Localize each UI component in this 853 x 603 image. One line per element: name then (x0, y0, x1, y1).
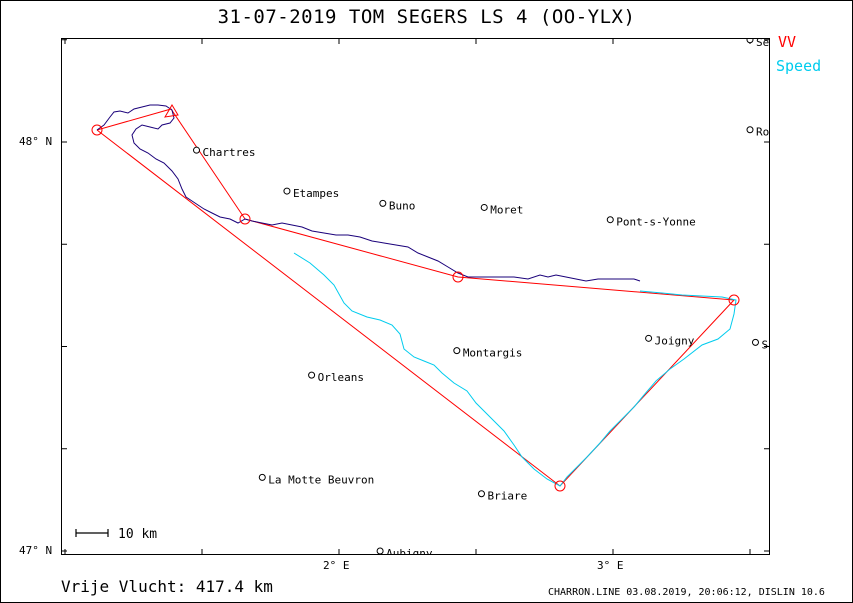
town-marker (193, 146, 201, 154)
legend-vv: VV (778, 33, 797, 51)
scale-label: 10 km (118, 527, 157, 542)
town-label: Orleans (318, 371, 364, 384)
lat-label-47: 47° N (19, 544, 53, 557)
lat-label-48: 48° N (19, 135, 53, 148)
town-label: La Motte Beuvron (268, 473, 374, 486)
lon-label-2: 2° E (323, 559, 350, 572)
distance-label: Vrije Vlucht: 417.4 km (61, 577, 273, 596)
town-marker (477, 490, 485, 498)
turnpoint-4 (554, 480, 566, 492)
town-marker (746, 126, 754, 134)
town-label: Moret (490, 203, 523, 216)
town-marker (258, 473, 266, 481)
flight-track (96, 104, 641, 282)
meta-label: CHARRON.LINE 03.08.2019, 20:06:12, DISLI… (548, 587, 825, 598)
town-label: Joigny (655, 334, 695, 347)
town-marker (746, 39, 754, 44)
town-marker (376, 547, 384, 554)
town-marker (453, 347, 461, 355)
turnpoints (91, 124, 740, 492)
town-label: Pont-s-Yonne (616, 216, 695, 229)
town-label: Chartres (203, 146, 256, 159)
scale-bar: 10 km (75, 527, 157, 542)
town-label: Se (756, 39, 769, 49)
town-marker (480, 203, 488, 211)
lon-label-3: 3° E (597, 559, 624, 572)
town-marker (606, 216, 614, 224)
town-label: Briare (487, 490, 527, 503)
town-label: S (761, 338, 768, 351)
town-label: Etampes (293, 187, 339, 200)
turnpoint-3 (728, 294, 740, 306)
town-marker (645, 334, 653, 342)
speed-track (293, 252, 737, 487)
town-label: Buno (389, 199, 416, 212)
turnpoint-1 (239, 213, 251, 225)
town-marker (751, 338, 759, 346)
flight-title: 31-07-2019 TOM SEGERS LS 4 (OO-YLX) (217, 6, 636, 28)
map-canvas: 10 km NangisChartresEtampesBunoMoretPont… (62, 39, 769, 554)
town-marker (283, 187, 291, 195)
town-marker (379, 199, 387, 207)
town-marker (308, 371, 316, 379)
axis-ticks (62, 39, 769, 554)
turnpoint-2 (452, 271, 464, 283)
town-label: Aubigny (386, 547, 433, 554)
map-area: 10 km NangisChartresEtampesBunoMoretPont… (61, 38, 770, 555)
start-triangle (164, 104, 179, 118)
town-label: Montargis (463, 347, 523, 360)
town-label: Ro (756, 126, 769, 139)
legend-speed: Speed (776, 57, 822, 75)
task-polygon (96, 108, 736, 487)
turnpoint-start (91, 124, 103, 136)
town-markers: NangisChartresEtampesBunoMoretPont-s-Yon… (193, 39, 769, 554)
